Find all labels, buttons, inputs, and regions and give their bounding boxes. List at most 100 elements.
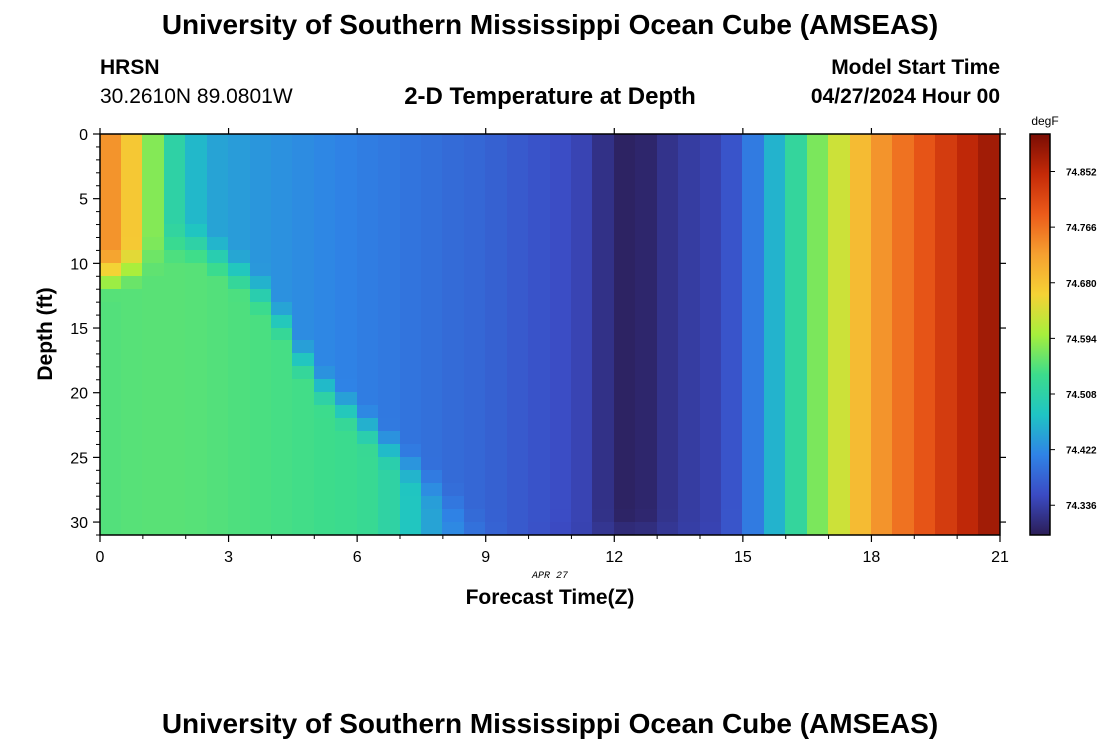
x-tick-label: 0	[96, 549, 105, 566]
heatmap-cell	[271, 457, 294, 472]
heatmap-cell	[314, 366, 337, 381]
heatmap-cell	[335, 340, 359, 355]
heatmap-cell	[978, 496, 1001, 511]
heatmap-cell	[528, 379, 551, 394]
heatmap-cell	[164, 379, 187, 394]
heatmap-cell	[592, 250, 616, 265]
heatmap-cell	[785, 444, 809, 459]
heatmap-cell	[250, 276, 273, 291]
heatmap-cell	[742, 289, 766, 304]
heatmap-cell	[592, 457, 616, 472]
heatmap-cell	[421, 509, 444, 524]
heatmap-cell	[164, 302, 187, 317]
heatmap-cell	[914, 276, 937, 291]
heatmap-cell	[507, 522, 530, 536]
heatmap-cell	[550, 418, 573, 433]
heatmap-cell	[228, 263, 251, 278]
heatmap-cell	[742, 353, 766, 368]
heatmap-cell	[121, 366, 144, 381]
y-tick-label: 30	[70, 515, 88, 532]
heatmap-cell	[357, 444, 380, 459]
heatmap-cell	[292, 328, 316, 342]
heatmap-cell	[571, 483, 594, 498]
heatmap-cell	[957, 237, 980, 252]
heatmap-cell	[635, 302, 659, 317]
heatmap-cell	[100, 185, 123, 200]
heatmap-cell	[742, 134, 766, 148]
heatmap-cell	[828, 198, 851, 213]
heatmap-cell	[485, 211, 509, 226]
heatmap-cell	[485, 496, 509, 511]
heatmap-cell	[207, 237, 230, 252]
axes: 0 3 6 9 12 15 18 21 0 5 10 15 20 25 30	[70, 127, 1009, 566]
heatmap-cell	[442, 457, 466, 472]
heatmap-cell	[207, 418, 230, 433]
heatmap-cell	[271, 522, 294, 536]
heatmap-cell	[592, 302, 616, 317]
heatmap-cell	[464, 315, 487, 330]
heatmap-cell	[850, 483, 873, 498]
heatmap-cell	[121, 134, 144, 148]
heatmap-cell	[550, 159, 573, 174]
heatmap-cell	[935, 405, 959, 420]
colorbar: degF 74.336 74.422 74.508 74.594 74.680 74.76…	[1029, 114, 1097, 536]
heatmap-cell	[657, 340, 680, 355]
heatmap-cell	[721, 353, 744, 368]
heatmap-cell	[464, 185, 487, 200]
heatmap-cell	[935, 276, 959, 291]
heatmap-cell	[250, 289, 273, 304]
heatmap-cell	[978, 315, 1001, 330]
heatmap-cell	[100, 470, 123, 485]
heatmap-cell	[742, 276, 766, 291]
heatmap-cell	[378, 224, 401, 239]
colorbar-tick-label: 74.766	[1066, 223, 1097, 234]
heatmap-cell	[571, 457, 594, 472]
heatmap-cell	[871, 250, 894, 265]
heatmap-cell	[871, 483, 894, 498]
heatmap-cell	[357, 250, 380, 265]
heatmap-cell	[121, 483, 144, 498]
heatmap-cell	[678, 418, 701, 433]
heatmap-cell	[164, 289, 187, 304]
heatmap-cell	[764, 146, 787, 161]
heatmap-cell	[442, 496, 466, 511]
heatmap-cell	[335, 159, 359, 174]
heatmap-cell	[121, 250, 144, 265]
heatmap-cell	[442, 328, 466, 342]
heatmap-cell	[742, 159, 766, 174]
heatmap-cell	[742, 418, 766, 433]
heatmap-cell	[935, 353, 959, 368]
heatmap-cell	[314, 470, 337, 485]
heatmap-cell	[100, 328, 123, 342]
heatmap-cell	[250, 211, 273, 226]
heatmap-cell	[635, 289, 659, 304]
heatmap-cell	[378, 315, 401, 330]
heatmap-cell	[914, 392, 937, 407]
heatmap-cell	[592, 483, 616, 498]
heatmap-cell	[807, 302, 830, 317]
heatmap-cell	[742, 366, 766, 381]
heatmap-cell	[935, 522, 959, 536]
heatmap-cell	[421, 496, 444, 511]
heatmap-cell	[464, 289, 487, 304]
heatmap-cell	[785, 340, 809, 355]
heatmap-cell	[528, 418, 551, 433]
heatmap-cell	[678, 431, 701, 446]
heatmap-cell	[678, 276, 701, 291]
heatmap-cell	[185, 379, 209, 394]
heatmap-cell	[871, 146, 894, 161]
heatmap-cell	[721, 392, 744, 407]
heatmap-cell	[700, 172, 723, 187]
heatmap-cell	[850, 418, 873, 433]
heatmap-cell	[550, 224, 573, 239]
heatmap-cell	[357, 418, 380, 433]
heatmap-cell	[421, 353, 444, 368]
heatmap-cell	[892, 431, 916, 446]
heatmap-cell	[207, 366, 230, 381]
heatmap-cell	[550, 172, 573, 187]
heatmap-cell	[571, 224, 594, 239]
heatmap-cell	[121, 276, 144, 291]
heatmap-cell	[635, 457, 659, 472]
heatmap-cell	[250, 457, 273, 472]
heatmap-cell	[807, 366, 830, 381]
